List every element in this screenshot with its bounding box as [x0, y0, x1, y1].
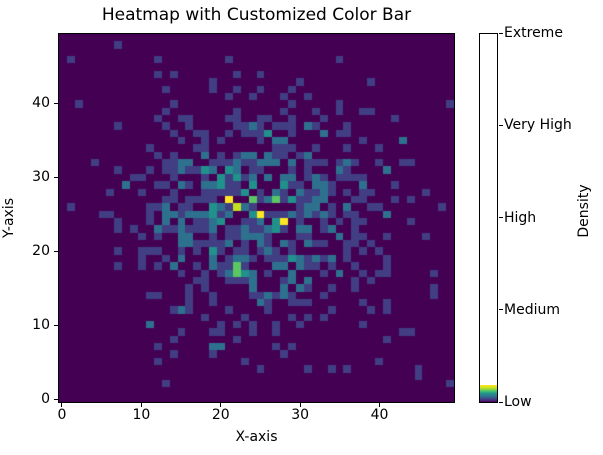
colorbar-tick-label: Low: [504, 394, 532, 410]
colorbar-tick-label: Medium: [504, 302, 560, 318]
colorbar-tick-label: Very High: [504, 117, 572, 133]
x-axis-label: X-axis: [235, 429, 278, 445]
y-tick-label: 0: [41, 391, 50, 408]
x-tick-mark: [140, 403, 142, 407]
colorbar-tick-label: High: [504, 210, 537, 226]
x-tick-label: 0: [57, 407, 67, 423]
colorbar-gradient: [480, 385, 497, 402]
x-tick-label: 10: [132, 407, 151, 423]
heatmap-plot-area: [58, 33, 455, 403]
colorbar-tick-mark: [499, 402, 503, 403]
y-tick-mark: [54, 324, 58, 326]
y-tick-mark: [54, 102, 58, 104]
chart-title: Heatmap with Customized Color Bar: [101, 5, 412, 25]
colorbar-tick-label: Extreme: [504, 25, 563, 41]
y-axis-label: Y-axis: [1, 198, 17, 238]
y-tick-label: 10: [32, 317, 50, 334]
colorbar-tick-mark: [499, 217, 503, 218]
colorbar-tick-mark: [499, 309, 503, 310]
y-tick-mark: [54, 176, 58, 178]
x-tick-label: 40: [370, 407, 389, 423]
x-tick-mark: [379, 403, 381, 407]
y-tick-label: 20: [32, 243, 50, 260]
colorbar: [479, 33, 498, 403]
y-tick-label: 40: [32, 95, 50, 112]
x-tick-mark: [61, 403, 63, 407]
x-tick-mark: [220, 403, 222, 407]
colorbar-tick-mark: [499, 33, 503, 34]
x-tick-mark: [299, 403, 301, 407]
y-tick-mark: [54, 250, 58, 252]
x-tick-label: 20: [211, 407, 230, 423]
colorbar-axis-label: Density: [576, 184, 592, 238]
colorbar-tick-mark: [499, 125, 503, 126]
y-tick-label: 30: [32, 169, 50, 186]
x-tick-label: 30: [291, 407, 310, 423]
y-tick-mark: [54, 398, 58, 400]
heatmap-image: [59, 34, 454, 402]
